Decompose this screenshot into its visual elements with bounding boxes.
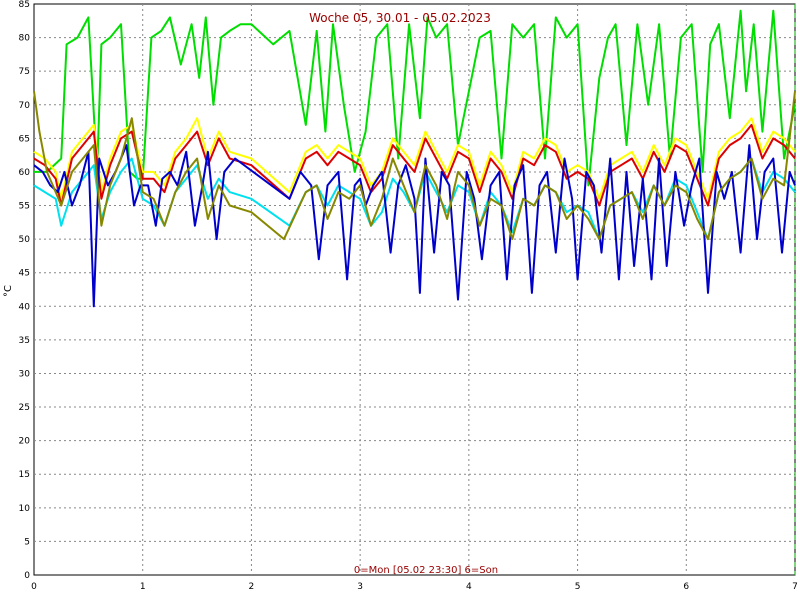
series-line-2 [33, 123, 796, 207]
y-tick-label: 45 [19, 269, 30, 279]
series-line-1 [33, 117, 796, 200]
y-tick-label: 5 [24, 537, 30, 547]
y-tick-label: 20 [19, 437, 31, 447]
x-tick-label: 3 [357, 582, 363, 592]
x-tick-label: 1 [140, 582, 146, 592]
y-tick-label: 40 [19, 302, 31, 312]
x-tick-label: 2 [249, 582, 255, 592]
y-tick-label: 85 [19, 0, 30, 10]
y-tick-label: 55 [19, 202, 30, 212]
y-tick-label: 75 [19, 67, 30, 77]
y-tick-label: 0 [24, 571, 30, 581]
y-tick-label: 35 [19, 336, 30, 346]
x-tick-label: 0 [31, 582, 37, 592]
y-tick-label: 60 [19, 168, 31, 178]
y-tick-label: 10 [19, 504, 31, 514]
y-tick-label: 25 [19, 403, 30, 413]
series-lines [33, 9, 796, 308]
y-axis-label: °C [3, 285, 14, 297]
y-tick-label: 30 [19, 369, 31, 379]
x-tick-label: 6 [683, 582, 689, 592]
x-tick-label: 4 [466, 582, 472, 592]
plot-frame [33, 3, 796, 576]
y-tick-label: 15 [19, 470, 30, 480]
x-tick-label: 7 [792, 582, 798, 592]
chart-title: Woche 05, 30.01 - 05.02.2023 [309, 11, 491, 25]
y-tick-label: 70 [19, 101, 31, 111]
y-tick-label: 65 [19, 134, 30, 144]
y-tick-label: 50 [19, 235, 31, 245]
x-axis-label: 0=Mon [05.02 23:30] 6=Son [354, 565, 498, 576]
series-line-0 [34, 9, 796, 187]
x-tick-label: 5 [575, 582, 581, 592]
series-line-4 [33, 144, 796, 308]
y-tick-label: 80 [19, 34, 31, 44]
series-line-5 [33, 91, 796, 241]
